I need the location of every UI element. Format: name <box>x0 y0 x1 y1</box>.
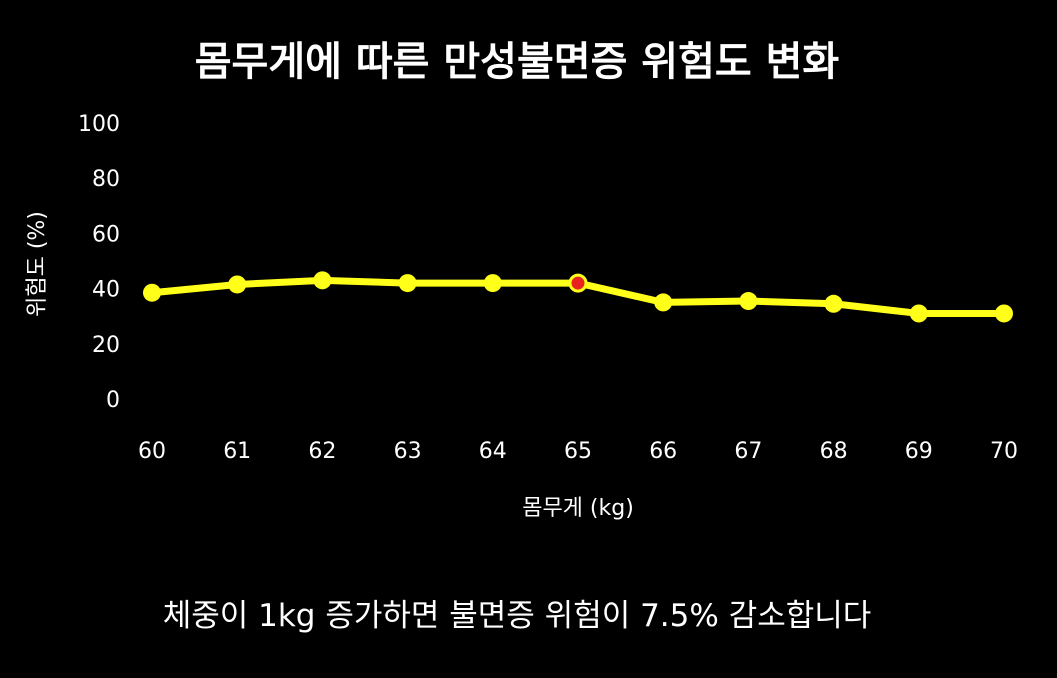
x-tick-label: 63 <box>394 439 422 464</box>
x-tick-label: 65 <box>564 439 592 464</box>
data-point <box>313 271 332 290</box>
x-tick-label: 67 <box>734 439 762 464</box>
data-point <box>398 274 417 293</box>
y-ticks: 0 20 40 60 80 100 <box>78 112 120 413</box>
y-tick-label: 80 <box>92 167 120 192</box>
caption: 체중이 1kg 증가하면 불면증 위험이 7.5% 감소합니다 <box>163 598 872 634</box>
y-tick-label: 60 <box>92 222 120 247</box>
y-tick-label: 100 <box>78 112 120 137</box>
x-axis-label: 몸무게 (kg) <box>522 496 634 521</box>
x-tick-label: 66 <box>649 439 677 464</box>
y-axis-label: 위험도 (%) <box>25 211 50 317</box>
y-tick-label: 0 <box>106 388 120 413</box>
highlight-point <box>568 273 588 293</box>
x-tick-label: 70 <box>990 439 1018 464</box>
x-tick-label: 68 <box>820 439 848 464</box>
x-tick-label: 62 <box>308 439 336 464</box>
data-point <box>228 275 247 294</box>
data-point <box>824 294 843 313</box>
x-tick-label: 61 <box>223 439 251 464</box>
data-point <box>654 293 673 312</box>
series-layer <box>143 271 1013 323</box>
chart-title: 몸무게에 따른 만성불면증 위험도 변화 <box>195 39 840 85</box>
data-point <box>143 283 161 302</box>
y-tick-label: 20 <box>92 333 120 358</box>
x-tick-label: 60 <box>138 439 166 464</box>
data-point <box>483 274 502 293</box>
x-tick-label: 69 <box>905 439 933 464</box>
data-point <box>739 292 758 311</box>
x-tick-label: 64 <box>479 439 507 464</box>
y-tick-label: 40 <box>92 278 120 303</box>
data-point <box>995 304 1013 323</box>
x-ticks: 60 61 62 63 64 65 66 67 68 69 70 <box>138 439 1018 464</box>
data-point <box>909 304 928 323</box>
